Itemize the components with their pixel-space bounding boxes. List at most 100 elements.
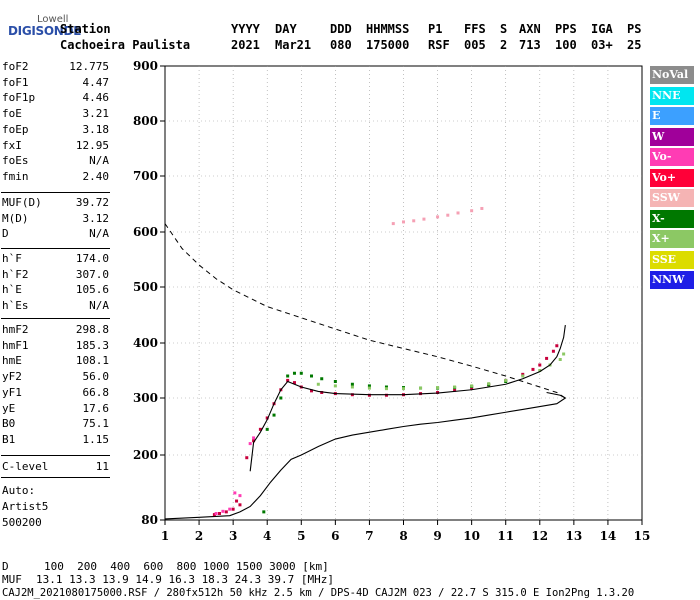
logo-lowell-text: Lowell bbox=[37, 14, 69, 25]
series-point-x- bbox=[521, 374, 525, 378]
header-col-label: PS bbox=[627, 22, 642, 36]
param-label: fxI bbox=[2, 138, 22, 152]
param-label: h`E bbox=[2, 283, 22, 297]
x-tick-label: 14 bbox=[600, 529, 617, 543]
header-col-value: 25 bbox=[627, 38, 642, 52]
y-tick-label: 200 bbox=[133, 448, 158, 462]
autoscale-line1: Auto: bbox=[2, 484, 36, 497]
header-col-value: Cachoeira Paulista bbox=[60, 38, 191, 52]
param-label: hmF2 bbox=[2, 323, 29, 336]
param-value: 4.46 bbox=[82, 91, 110, 105]
x-tick-label: 8 bbox=[399, 529, 407, 543]
x-tick-label: 5 bbox=[297, 529, 305, 543]
header-col-label: DDD bbox=[330, 22, 352, 36]
logo-digisonde-text: DIGISONDE bbox=[8, 24, 82, 38]
header-col-label: DAY bbox=[275, 22, 297, 36]
series-point-vo- bbox=[538, 363, 542, 367]
series-point-vo- bbox=[551, 349, 555, 353]
series-point-vo- bbox=[231, 507, 235, 511]
series-point-x- bbox=[436, 386, 440, 390]
series-point-x- bbox=[310, 374, 314, 378]
series-point-x- bbox=[286, 374, 290, 378]
param-value: 185.3 bbox=[75, 338, 109, 352]
footer-muf-label: MUF bbox=[2, 573, 22, 586]
legend-item-nnw: NNW bbox=[650, 271, 694, 289]
x-tick-label: 2 bbox=[195, 529, 203, 543]
series-point-ssw bbox=[480, 206, 484, 210]
param-label: B1 bbox=[2, 432, 16, 446]
param-value: 3.18 bbox=[82, 122, 110, 136]
series-point-ssw bbox=[402, 220, 405, 224]
series-point-vo- bbox=[252, 439, 256, 443]
header-col-value: 03+ bbox=[591, 38, 613, 52]
footer-file-info: CAJ2M_2021080175000.RSF / 280fx512h 50 k… bbox=[2, 587, 635, 599]
param-value: 4.47 bbox=[82, 75, 110, 89]
trace-line bbox=[249, 325, 566, 472]
header-col-label: PPS bbox=[555, 22, 577, 36]
param-label: yE bbox=[2, 401, 16, 415]
legend-item-vo-: Vo- bbox=[650, 148, 694, 166]
series-point-vo- bbox=[233, 491, 237, 495]
series-point-vo- bbox=[521, 372, 525, 376]
param-value: 39.72 bbox=[75, 196, 109, 209]
header-col-value: RSF bbox=[428, 38, 450, 52]
series-point-x- bbox=[265, 427, 269, 431]
series-point-x- bbox=[320, 377, 324, 381]
y-tick-label: 900 bbox=[133, 59, 158, 73]
series-point-vo- bbox=[292, 381, 296, 385]
legend-item-vo-: Vo+ bbox=[650, 168, 694, 187]
series-point-vo- bbox=[238, 503, 242, 507]
series-point-x- bbox=[350, 382, 354, 386]
header-col-label: IGA bbox=[591, 22, 613, 36]
header-col-value: 175000 bbox=[366, 38, 410, 52]
param-label: foF2 bbox=[2, 60, 29, 73]
header-col-value: 2021 bbox=[231, 38, 260, 52]
param-divider bbox=[1, 192, 110, 193]
param-value: 307.0 bbox=[75, 267, 109, 281]
param-label: h`F2 bbox=[2, 267, 29, 281]
param-label: h`F bbox=[2, 252, 22, 265]
header-col-label: FFS bbox=[464, 22, 486, 36]
header-col-value: 2 bbox=[500, 38, 508, 52]
series-point-x- bbox=[350, 385, 354, 389]
param-label: foEp bbox=[2, 122, 29, 136]
header-col-value: 100 bbox=[555, 38, 577, 52]
series-point-x- bbox=[384, 387, 388, 391]
series-point-x- bbox=[262, 510, 266, 514]
param-divider bbox=[1, 248, 110, 249]
param-label: fmin bbox=[2, 169, 29, 183]
series-point-x- bbox=[419, 386, 423, 390]
series-point-vo- bbox=[555, 344, 559, 348]
series-point-vo- bbox=[221, 509, 225, 513]
param-label: hmE bbox=[2, 354, 22, 368]
series-point-vo- bbox=[286, 378, 290, 382]
x-tick-label: 15 bbox=[634, 529, 651, 543]
series-point-ssw bbox=[391, 222, 395, 226]
legend-item-x-: X+ bbox=[650, 230, 694, 248]
series-point-vo- bbox=[531, 367, 535, 371]
series-point-vo- bbox=[470, 386, 474, 390]
x-tick-label: 3 bbox=[229, 529, 237, 543]
header-col-label: P1 bbox=[428, 22, 443, 36]
series-point-x- bbox=[470, 384, 474, 388]
header-col-label: YYYY bbox=[231, 22, 260, 36]
param-value: 66.8 bbox=[82, 385, 110, 399]
header-col-label: Station bbox=[60, 22, 111, 36]
header-col-value: Mar21 bbox=[275, 38, 312, 52]
header-col-value: 080 bbox=[330, 38, 352, 52]
series-point-vo- bbox=[310, 389, 314, 393]
series-point-x- bbox=[538, 369, 542, 372]
param-value: 3.21 bbox=[82, 107, 110, 121]
series-point-vo- bbox=[235, 499, 239, 503]
legend-item-nne: NNE bbox=[650, 86, 694, 105]
series-point-ssw bbox=[470, 209, 474, 213]
x-tick-label: 1 bbox=[161, 529, 169, 543]
param-value: 17.6 bbox=[82, 401, 110, 415]
profile-line bbox=[164, 391, 567, 520]
legend-item-sse: SSE bbox=[650, 250, 694, 269]
series-point-ssw bbox=[422, 217, 426, 221]
legend-item-noval: NoVal bbox=[650, 66, 694, 84]
series-point-vo- bbox=[214, 512, 218, 515]
series-point-vo- bbox=[258, 427, 262, 431]
param-label: foF1 bbox=[2, 75, 29, 89]
